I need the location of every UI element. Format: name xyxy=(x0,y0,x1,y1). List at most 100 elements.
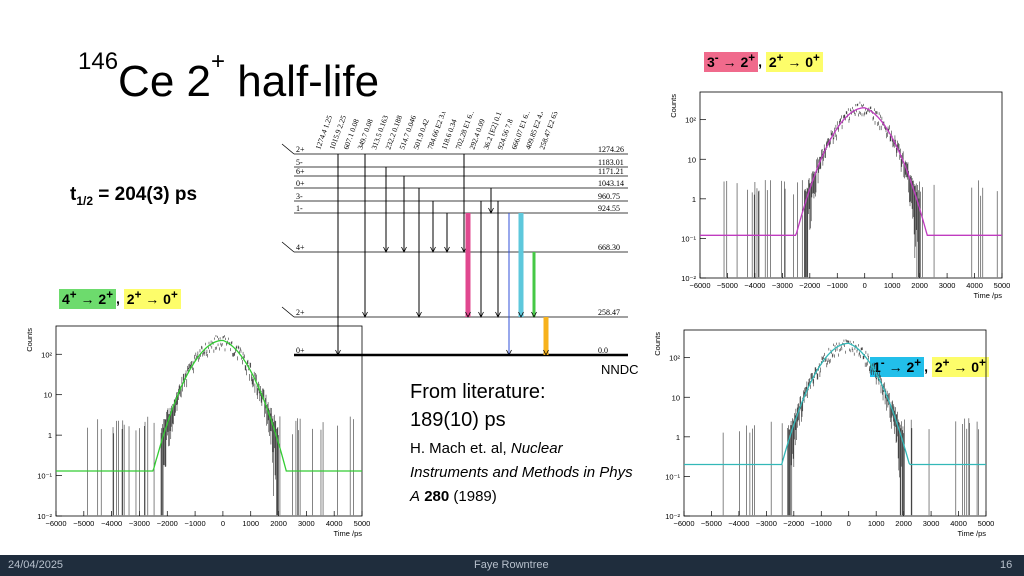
level-spin-label: 5- xyxy=(296,158,303,167)
level-energy-label: 924.55 xyxy=(598,204,620,213)
literature-block: From literature: 189(10) ps xyxy=(410,378,546,434)
tag-bottom-right-second: 2+ → 0+ xyxy=(931,356,989,377)
timing-spectrum-bottom-right: −6000 −5000 −4000 −3000 −2000 −1000 0 1000 2000 3… xyxy=(653,329,994,538)
footer-date: 24/04/2025 xyxy=(8,559,64,571)
nndc-source-label: NNDC xyxy=(601,362,639,377)
gamma-arrowhead xyxy=(543,349,549,356)
level-energy-label: 1274.26 xyxy=(598,145,624,154)
y-tick-label: 10 xyxy=(672,393,680,402)
gamma-arrowhead xyxy=(518,311,524,318)
title-parity: + xyxy=(211,48,226,75)
tag-left-second: 2+ → 0+ xyxy=(123,288,181,309)
data-points xyxy=(723,101,998,278)
slide-title: 146Ce 2+ half-life xyxy=(78,50,379,112)
level-spin-label: 0+ xyxy=(296,179,305,188)
half-life-result: t1/2 = 204(3) ps xyxy=(70,184,197,208)
title-element: Ce 2 xyxy=(118,57,211,106)
literature-heading: From literature: xyxy=(410,381,546,403)
tag-bottom-right-first: 1- → 2+ xyxy=(870,356,925,377)
tag-left: 4+ → 2+, 2+ → 0+ xyxy=(59,288,181,309)
y-tick-label: 1 xyxy=(676,433,680,442)
x-tick-label: −1000 xyxy=(185,519,206,528)
x-tick-label: 1000 xyxy=(868,519,885,528)
data-points xyxy=(86,334,354,516)
x-tick-label: −6000 xyxy=(689,281,710,290)
x-axis-label: Time /ps xyxy=(334,529,363,538)
y-tick-label: 10⁻¹ xyxy=(37,472,52,481)
level-spin-label: 2+ xyxy=(296,145,305,154)
x-tick-label: −5000 xyxy=(717,281,738,290)
x-tick-label: 4000 xyxy=(950,519,967,528)
level-spin-label: 3- xyxy=(296,192,303,201)
x-tick-label: −6000 xyxy=(673,519,694,528)
x-tick-label: 5000 xyxy=(994,281,1011,290)
x-tick-label: −3000 xyxy=(756,519,777,528)
fit-curve xyxy=(684,342,986,466)
level-spin-label: 1- xyxy=(296,204,303,213)
level-energy-label: 1171.21 xyxy=(598,167,624,176)
x-tick-label: 2000 xyxy=(270,519,287,528)
timing-spectrum-top-right: −6000 −5000 −4000 −3000 −2000 −1000 0 1000 2000 3… xyxy=(669,91,1011,300)
x-tick-label: 0 xyxy=(863,281,867,290)
x-tick-label: 0 xyxy=(221,519,225,528)
y-tick-label: 10⁻¹ xyxy=(681,234,696,243)
x-tick-label: −4000 xyxy=(728,519,749,528)
level-energy-label: 0.0 xyxy=(598,346,608,355)
fit-curve xyxy=(700,107,1002,236)
level-tick xyxy=(281,306,295,318)
level-energy-label: 1043.14 xyxy=(598,179,624,188)
tag-top-right-second: 2+ → 0+ xyxy=(765,51,823,72)
gamma-arrowhead xyxy=(383,246,389,253)
y-tick-label: 10 xyxy=(688,155,696,164)
title-mass-number: 146 xyxy=(78,48,119,75)
half-life-subscript: 1/2 xyxy=(76,193,94,208)
x-tick-label: 3000 xyxy=(923,519,940,528)
y-tick-label: 10⁻² xyxy=(37,512,52,521)
x-tick-label: 0 xyxy=(847,519,851,528)
ref-journal: Nuclear Instruments and Methods in Phys … xyxy=(410,440,633,505)
tag-top-right-first: 3- → 2+ xyxy=(704,51,759,72)
y-axis-label: Counts xyxy=(25,328,34,352)
level-energy-label: 960.75 xyxy=(598,192,620,201)
tag-top-right: 3- → 2+, 2+ → 0+ xyxy=(704,51,823,72)
y-axis-label: Counts xyxy=(653,332,662,356)
ref-authors: H. Mach et. al, xyxy=(410,440,511,457)
gamma-arrowhead xyxy=(335,349,341,356)
x-tick-label: 3000 xyxy=(298,519,315,528)
level-spin-label: 6+ xyxy=(296,167,305,176)
level-spin-label: 0+ xyxy=(296,346,305,355)
gamma-arrowhead xyxy=(430,246,436,253)
gamma-arrowhead xyxy=(362,311,368,318)
x-tick-label: −3000 xyxy=(129,519,150,528)
x-tick-label: 5000 xyxy=(354,519,371,528)
x-tick-label: −2000 xyxy=(783,519,804,528)
y-tick-label: 10² xyxy=(41,350,52,359)
footer-bar: 24/04/2025 Faye Rowntree 16 xyxy=(0,555,1024,576)
footer-author: Faye Rowntree xyxy=(474,559,549,571)
y-tick-label: 10² xyxy=(669,354,680,363)
x-tick-label: −4000 xyxy=(744,281,765,290)
footer-page-number: 16 xyxy=(1000,559,1013,571)
y-tick-label: 10² xyxy=(685,116,696,125)
x-tick-label: −5000 xyxy=(701,519,722,528)
x-axis-label: Time /ps xyxy=(958,529,987,538)
x-tick-label: −3000 xyxy=(772,281,793,290)
y-axis-label: Counts xyxy=(669,94,678,118)
x-tick-label: 2000 xyxy=(895,519,912,528)
level-scheme-diagram: 2+ 1274.26 5- 1183.01 6+ 1171.21 0+ 1043.14 3- 96… xyxy=(281,112,639,377)
literature-value: 189(10) ps xyxy=(410,409,506,431)
gamma-arrowhead xyxy=(401,246,407,253)
x-tick-label: −5000 xyxy=(73,519,94,528)
gamma-arrowhead xyxy=(465,311,471,318)
gamma-arrowhead xyxy=(531,311,537,318)
x-tick-label: −1000 xyxy=(827,281,848,290)
plot-frame xyxy=(699,91,1003,279)
timing-spectrum-left: −6000 −5000 −4000 −3000 −2000 −1000 0 1000 2000 3… xyxy=(25,325,371,538)
gamma-arrowhead xyxy=(495,311,501,318)
gamma-arrowhead xyxy=(444,246,450,253)
y-tick-label: 10⁻² xyxy=(681,274,696,283)
y-tick-label: 1 xyxy=(48,431,52,440)
x-tick-label: −4000 xyxy=(101,519,122,528)
x-tick-label: 4000 xyxy=(326,519,343,528)
gamma-arrowhead xyxy=(506,349,512,356)
